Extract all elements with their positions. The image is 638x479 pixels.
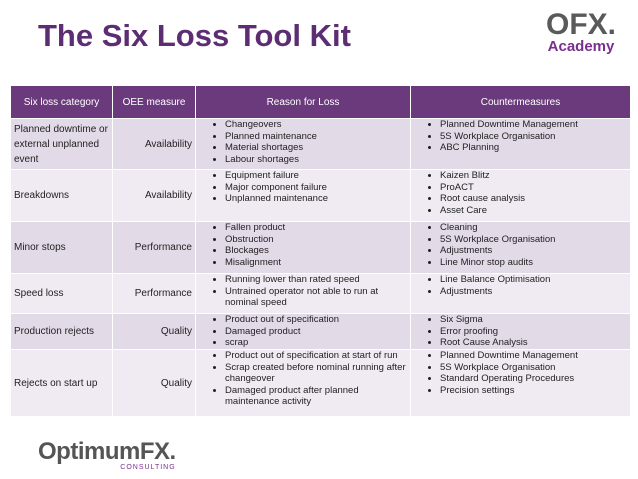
reason-item: Unplanned maintenance (225, 193, 407, 205)
table-row: BreakdownsAvailabilityEquipment failureM… (10, 169, 631, 222)
reasons-list: Product out of specification at start of… (199, 350, 407, 408)
oee-measure: Quality (112, 313, 196, 350)
countermeasure-item: Planned Downtime Management (440, 350, 627, 362)
countermeasures-cell: Kaizen BlitzProACTRoot cause analysisAss… (410, 169, 631, 222)
reasons-list: Product out of specificationDamaged prod… (199, 314, 407, 349)
reasons-list: Fallen productObstructionBlockagesMisali… (199, 222, 407, 268)
countermeasures-list: Planned Downtime Management5S Workplace … (414, 350, 627, 396)
logo-main: OFX. (545, 8, 616, 41)
countermeasures-list: Line Balance OptimisationAdjustments (414, 274, 627, 297)
oee-measure: Quality (112, 349, 196, 417)
reason-item: Changeovers (225, 119, 407, 131)
reason-item: Scrap created before nominal running aft… (225, 362, 407, 385)
footer-logo-sub: CONSULTING (120, 464, 176, 471)
reasons-list: ChangeoversPlanned maintenanceMaterial s… (199, 119, 407, 165)
countermeasure-item: ABC Planning (440, 142, 627, 154)
reasons-cell: Fallen productObstructionBlockagesMisali… (195, 221, 411, 274)
reasons-list: Running lower than rated speedUntrained … (199, 274, 407, 309)
table-row: Planned downtime or external unplanned e… (10, 118, 631, 170)
countermeasure-item: Line Balance Optimisation (440, 274, 627, 286)
reasons-cell: Product out of specification at start of… (195, 349, 411, 417)
loss-category: Speed loss (10, 273, 113, 314)
countermeasures-cell: Planned Downtime Management5S Workplace … (410, 118, 631, 170)
oee-measure: Performance (112, 221, 196, 274)
countermeasure-item: 5S Workplace Organisation (440, 131, 627, 143)
reason-item: Damaged product (225, 326, 407, 338)
loss-table: Six loss category OEE measure Reason for L… (10, 85, 631, 417)
reason-item: Labour shortages (225, 154, 407, 166)
footer-logo-main: OptimumFX. (38, 438, 176, 465)
reason-item: Equipment failure (225, 170, 407, 182)
reason-item: Planned maintenance (225, 131, 407, 143)
countermeasures-cell: Six SigmaError proofingRoot Cause Analys… (410, 313, 631, 350)
reason-item: Misalignment (225, 257, 407, 269)
countermeasures-list: Kaizen BlitzProACTRoot cause analysisAss… (414, 170, 627, 216)
reason-item: Material shortages (225, 142, 407, 154)
slide-title: The Six Loss Tool Kit (38, 18, 351, 53)
loss-category: Production rejects (10, 313, 113, 350)
reason-item: Untrained operator not able to run at no… (225, 286, 407, 309)
countermeasures-cell: Cleaning5S Workplace OrganisationAdjustm… (410, 221, 631, 274)
table-row: Production rejectsQualityProduct out of … (10, 313, 631, 350)
reason-item: Running lower than rated speed (225, 274, 407, 286)
column-header: Reason for Loss (195, 85, 411, 119)
table-body: Planned downtime or external unplanned e… (10, 118, 631, 417)
footer-logo: OptimumFX. CONSULTING (38, 438, 176, 472)
countermeasure-item: ProACT (440, 182, 627, 194)
countermeasure-item: Cleaning (440, 222, 627, 234)
countermeasure-item: 5S Workplace Organisation (440, 362, 627, 374)
reasons-cell: Equipment failureMajor component failure… (195, 169, 411, 222)
reason-item: Damaged product after planned maintenanc… (225, 385, 407, 408)
countermeasure-item: Planned Downtime Management (440, 119, 627, 131)
countermeasures-cell: Planned Downtime Management5S Workplace … (410, 349, 631, 417)
reason-item: Product out of specification at start of… (225, 350, 407, 362)
countermeasure-item: Adjustments (440, 286, 627, 298)
countermeasure-item: Six Sigma (440, 314, 627, 326)
oee-measure: Performance (112, 273, 196, 314)
countermeasure-item: Asset Care (440, 205, 627, 217)
table-row: Minor stopsPerformanceFallen productObst… (10, 221, 631, 274)
reasons-cell: Running lower than rated speedUntrained … (195, 273, 411, 314)
oee-measure: Availability (112, 169, 196, 222)
countermeasure-item: Kaizen Blitz (440, 170, 627, 182)
countermeasure-item: Line Minor stop audits (440, 257, 627, 269)
countermeasure-item: Precision settings (440, 385, 627, 397)
reason-item: Blockages (225, 245, 407, 257)
countermeasure-item: Standard Operating Procedures (440, 373, 627, 385)
reason-item: Major component failure (225, 182, 407, 194)
countermeasure-item: Error proofing (440, 326, 627, 338)
reason-item: Fallen product (225, 222, 407, 234)
oee-measure: Availability (112, 118, 196, 170)
countermeasure-item: Root cause analysis (440, 193, 627, 205)
reasons-cell: Product out of specificationDamaged prod… (195, 313, 411, 350)
countermeasure-item: Adjustments (440, 245, 627, 257)
logo-sub: Academy (547, 38, 615, 55)
header-row: Six loss category OEE measure Reason for L… (10, 85, 631, 119)
column-header: Countermeasures (410, 85, 631, 119)
loss-category: Minor stops (10, 221, 113, 274)
reason-item: Product out of specification (225, 314, 407, 326)
countermeasures-list: Planned Downtime Management5S Workplace … (414, 119, 627, 154)
reason-item: Obstruction (225, 234, 407, 246)
reason-item: scrap (225, 337, 407, 349)
countermeasures-list: Six SigmaError proofingRoot Cause Analys… (414, 314, 627, 349)
reasons-list: Equipment failureMajor component failure… (199, 170, 407, 205)
loss-category: Planned downtime or external unplanned e… (10, 118, 113, 170)
logo: OFX. Academy (545, 8, 616, 55)
reasons-cell: ChangeoversPlanned maintenanceMaterial s… (195, 118, 411, 170)
loss-category: Rejects on start up (10, 349, 113, 417)
countermeasure-item: Root Cause Analysis (440, 337, 627, 349)
countermeasure-item: 5S Workplace Organisation (440, 234, 627, 246)
table-row: Speed lossPerformanceRunning lower than … (10, 273, 631, 314)
countermeasures-cell: Line Balance OptimisationAdjustments (410, 273, 631, 314)
column-header: Six loss category (10, 85, 113, 119)
column-header: OEE measure (112, 85, 196, 119)
loss-category: Breakdowns (10, 169, 113, 222)
countermeasures-list: Cleaning5S Workplace OrganisationAdjustm… (414, 222, 627, 268)
